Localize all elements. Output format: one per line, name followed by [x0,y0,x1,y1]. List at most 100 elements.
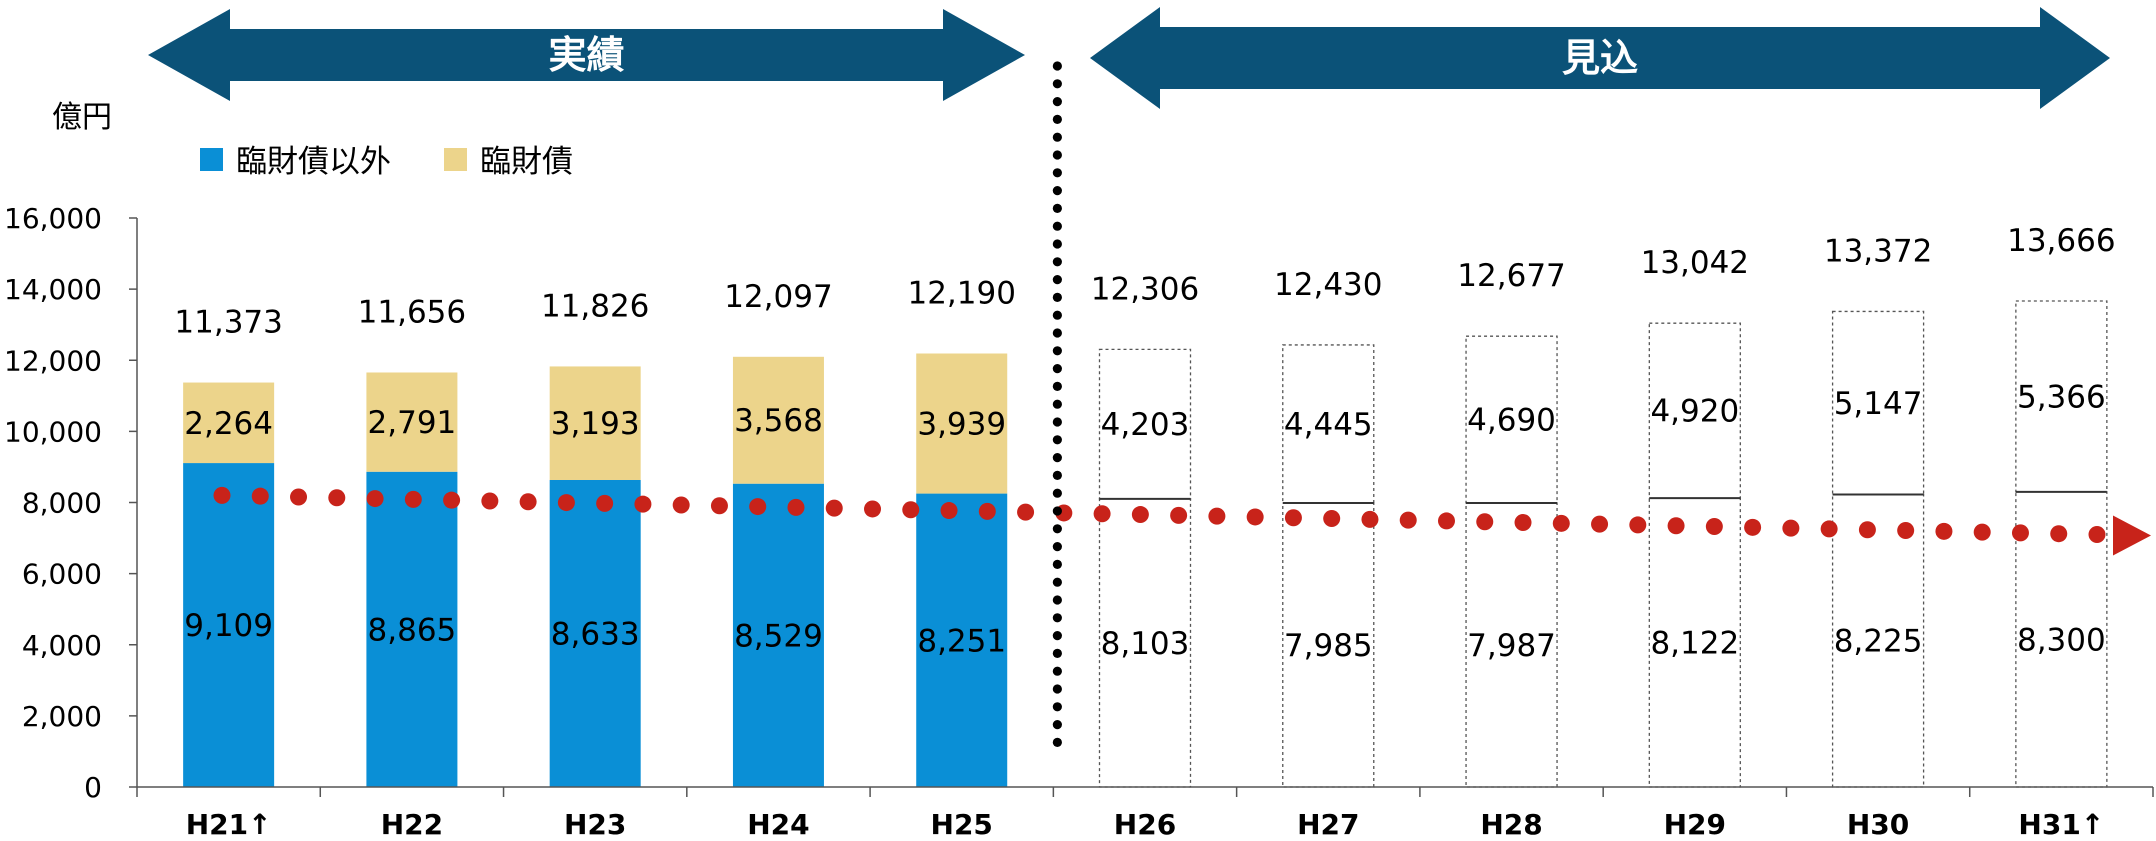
divider-dot [1052,346,1062,356]
trend-dot [1667,517,1685,535]
bar-H21-base [183,463,275,787]
value-label-total: 11,656 [358,294,466,330]
trend-dot [1897,522,1915,540]
divider-dot [1052,702,1062,712]
divider [1052,61,1062,748]
bar-H29-base [1648,497,1741,788]
trend-dot [2088,526,2106,544]
trend-dot [1017,503,1035,521]
value-label-total: 13,372 [1824,233,1932,269]
divider-dot [1052,666,1062,676]
value-label-total: 13,666 [2007,223,2115,259]
trend-dot [2050,525,2068,543]
divider-dot [1052,257,1062,267]
trend-line [213,486,2151,556]
trend-dot [634,495,652,513]
legend-label-0: 臨財債以外 [236,144,391,180]
divider-dot [1052,417,1062,427]
divider-dot [1052,239,1062,249]
value-label-rinzai: 4,690 [1467,403,1556,439]
trend-dot [1361,510,1379,528]
y-axis: 0 2,000 4,000 6,000 8,000 10,000 12,000 14,000 1… [4,202,138,804]
trend-dot [710,497,728,515]
x-tick-label: H24 [747,808,809,841]
divider-dot [1052,186,1062,196]
bar-H26-base [1098,498,1192,788]
trend-dot [2011,524,2029,542]
value-label-base: 9,109 [184,608,273,644]
value-label-rinzai: 3,568 [734,403,823,439]
divider-dot [1052,506,1062,516]
trend-dot [1591,515,1609,533]
divider-dot [1052,631,1062,641]
trend-dot [404,490,422,508]
y-tick-label: 14,000 [4,273,102,306]
trend-dot [1284,509,1302,527]
value-label-rinzai: 5,147 [1834,386,1923,422]
divider-dot [1052,684,1062,694]
trend-dot [366,490,384,508]
value-label-rinzai: 5,366 [2017,379,2106,415]
bar-H27-base [1282,502,1375,788]
trend-dot [1820,520,1838,538]
value-label-total: 12,097 [724,279,832,315]
value-label-base: 8,103 [1101,626,1190,662]
trend-dot [864,500,882,518]
banner-label-1: 見込 [1562,36,1638,80]
trend-arrowhead [2113,515,2151,556]
banner-arrow-1 [1090,7,2110,109]
trend-dot [519,493,537,511]
bar-H28-base [1465,502,1558,788]
bar-H21-rinzai [183,382,275,464]
divider-dot [1052,470,1062,480]
trend-dot [1782,519,1800,537]
x-tick-label: H30 [1847,808,1909,841]
value-label-base: 8,865 [368,612,457,648]
divider-dot [1052,381,1062,391]
value-label-base: 7,987 [1467,628,1556,664]
value-labels: 9,109 2,264 11,373 8,865 2,791 11,656 8,633 3,1… [174,223,2115,664]
value-label-base: 8,300 [2017,622,2106,658]
trend-dot [978,502,996,520]
trend-dot [443,491,461,509]
y-tick-label: 12,000 [4,344,102,377]
value-label-total: 11,373 [174,305,282,341]
divider-dot [1052,310,1062,320]
value-label-rinzai: 4,445 [1284,407,1373,443]
trend-dot [1399,511,1417,529]
trend-dot [787,498,805,516]
banners: 実績 見込 [148,7,2110,109]
divider-dot [1052,203,1062,213]
bar-H25-base [916,493,1008,787]
bar-H23-base [549,479,641,787]
trend-dot [1973,523,1991,541]
divider-dot [1052,737,1062,748]
trend-dot [481,492,499,510]
trend-dot [1131,506,1149,524]
trend-dot [902,501,920,519]
divider-dot [1052,435,1062,445]
trend-dot [1093,505,1111,523]
value-label-rinzai: 3,939 [917,407,1006,443]
x-tick-label: H25 [931,808,993,841]
divider-dot [1052,292,1062,302]
trend-dot [596,494,614,512]
bar-H24-base [732,483,824,787]
value-label-base: 8,122 [1650,626,1739,662]
bar-H26-rinzai [1098,348,1192,500]
y-tick-label: 8,000 [22,487,102,520]
trend-dot [1476,513,1494,531]
bar-H28-rinzai [1465,335,1558,504]
value-label-total: 12,430 [1274,267,1382,303]
trend-dot [1935,522,1953,540]
y-tick-label: 0 [84,771,102,804]
divider-dot [1052,595,1062,605]
trend-dot [1170,506,1188,524]
divider-dot [1052,488,1062,498]
trend-dot [290,488,308,506]
trend-dot [1323,510,1341,528]
divider-dot [1052,168,1062,178]
divider-dot [1052,577,1062,587]
value-label-base: 8,251 [917,623,1006,659]
divider-dot [1052,132,1062,142]
